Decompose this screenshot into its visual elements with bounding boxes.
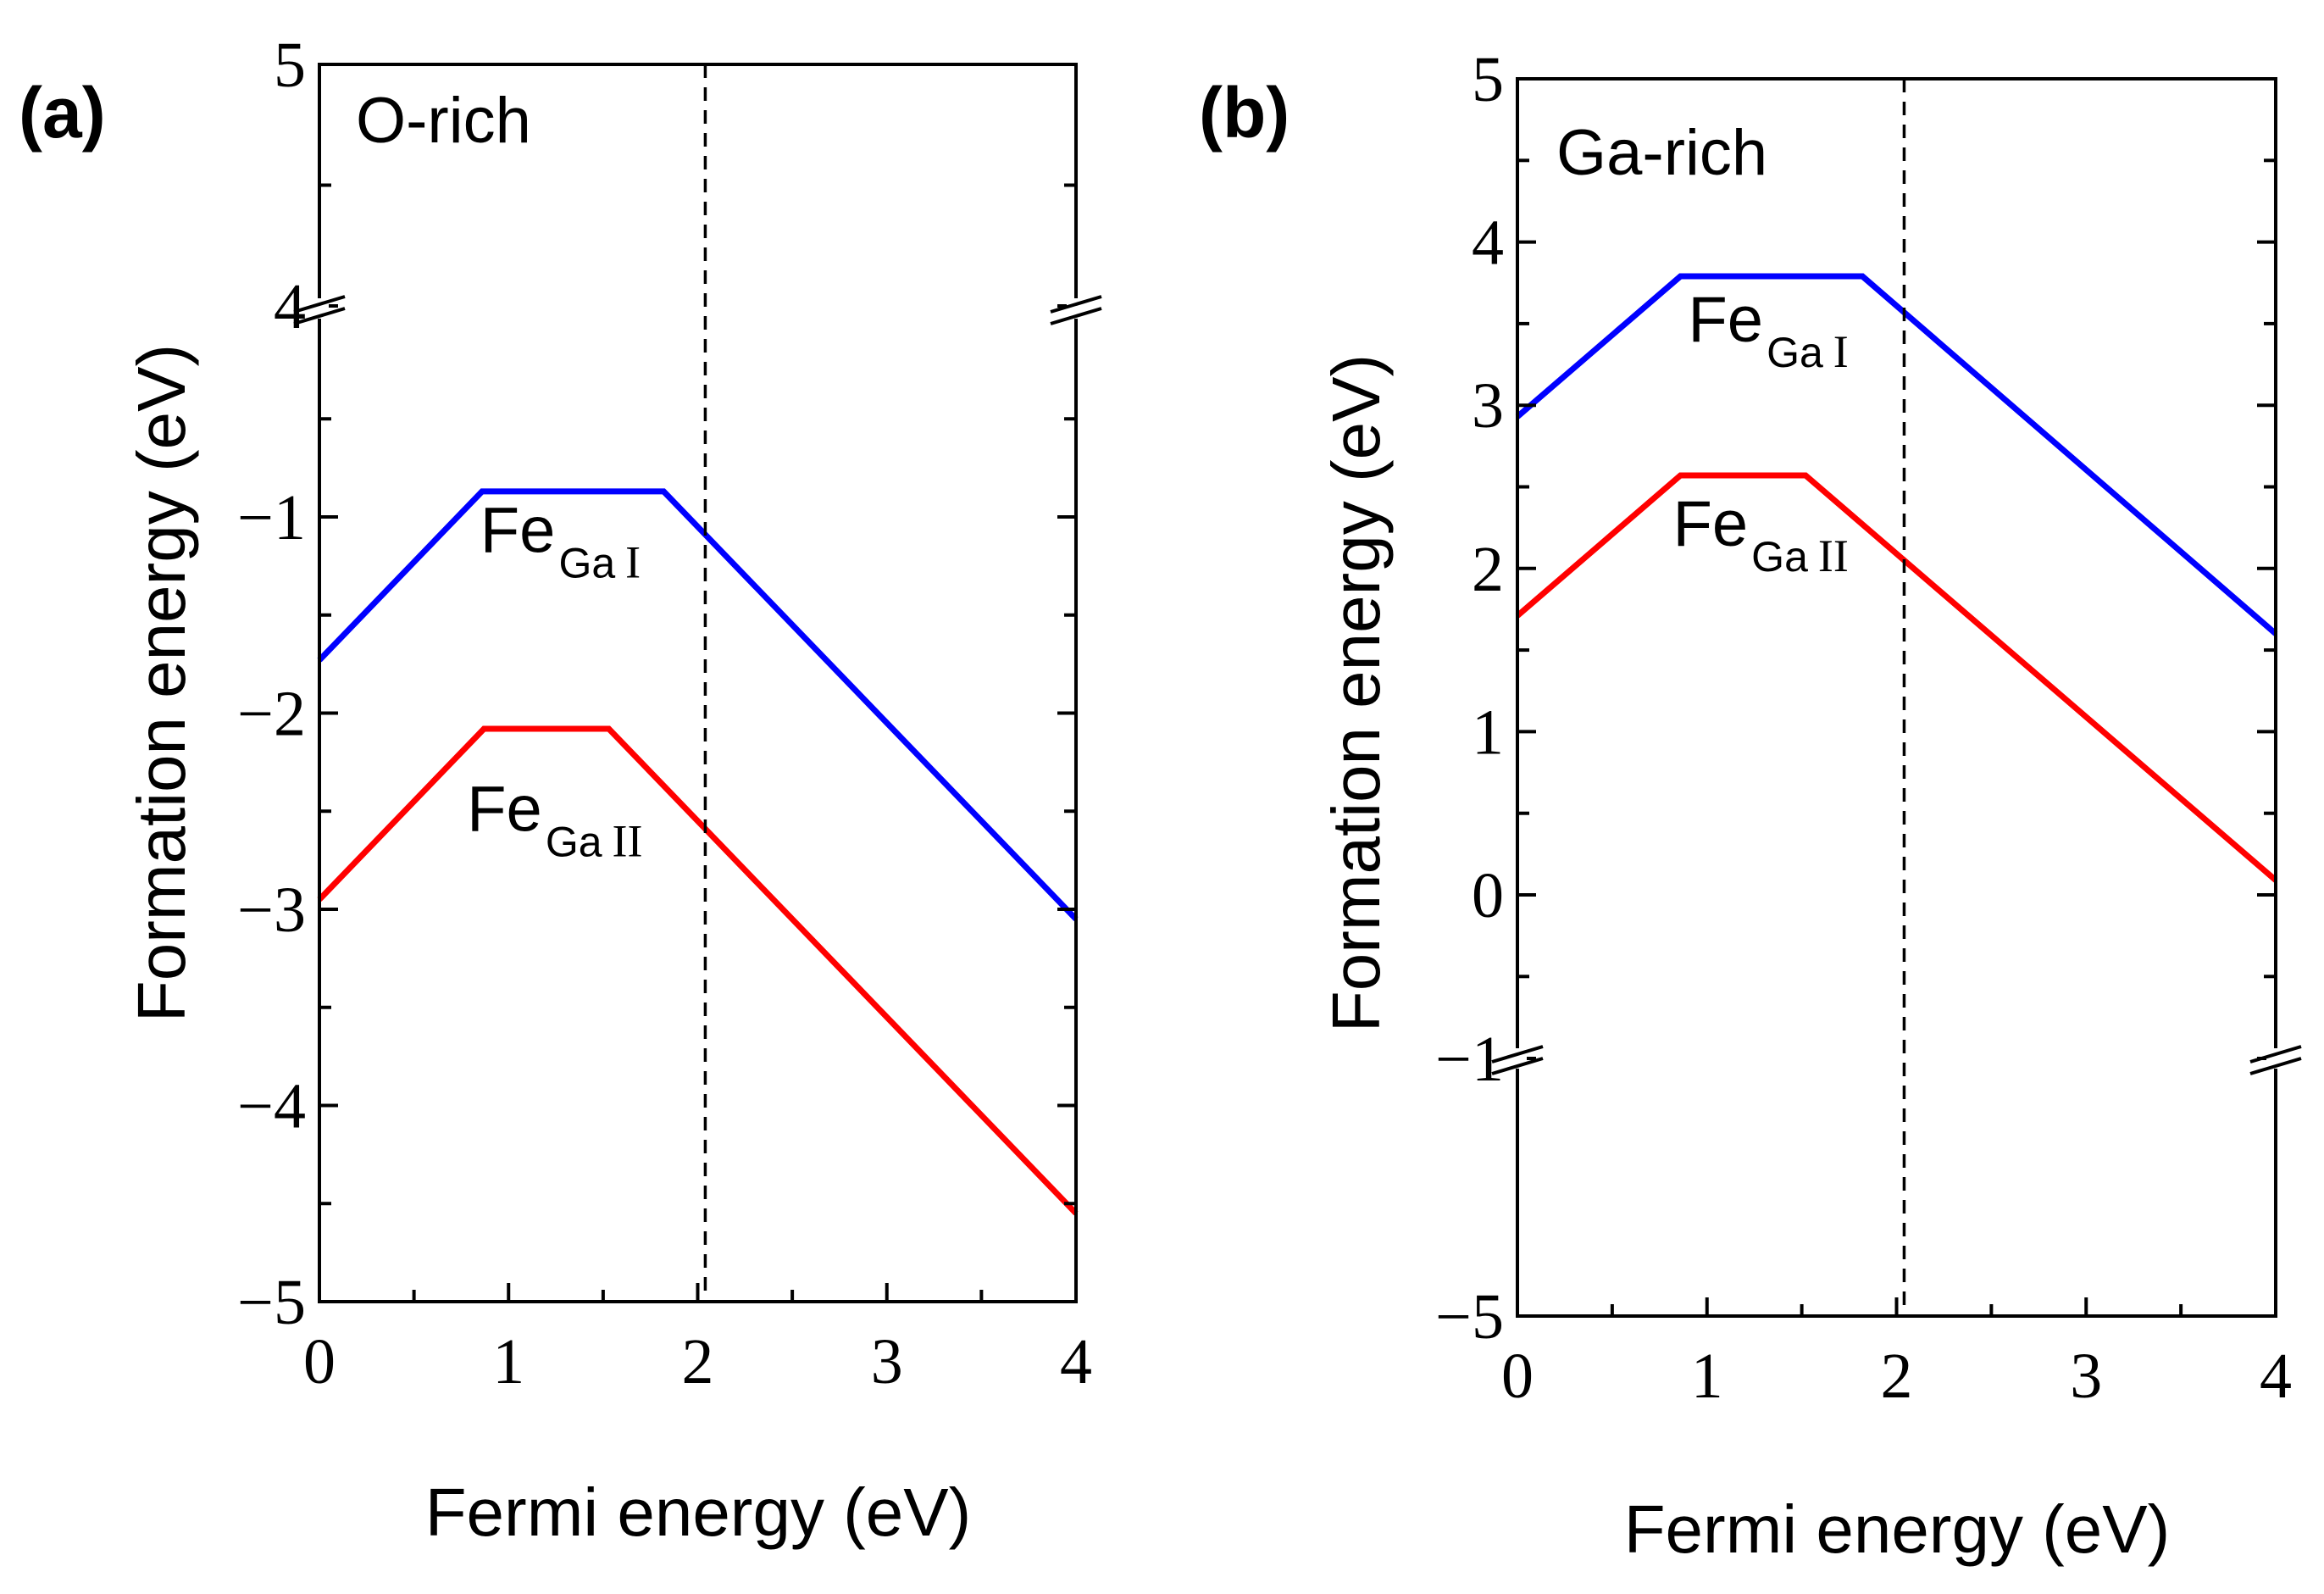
series-label-roman: II [1818, 530, 1849, 581]
axis-break-mark [2249, 1045, 2302, 1064]
plot-frame [318, 63, 1078, 1303]
series-label-roman: I [625, 537, 641, 588]
y-tick-label: 5 [1472, 44, 1504, 115]
series-label-roman: II [613, 815, 643, 866]
panel-label: (a) [19, 73, 106, 153]
y-tick-label: 4 [1472, 208, 1504, 279]
axis-break-mark [2249, 1057, 2302, 1075]
x-tick-label: 0 [1501, 1341, 1534, 1412]
x-tick-label: 4 [2260, 1341, 2292, 1412]
series-label: FeGa I [1688, 284, 1848, 377]
y-tick-label: −2 [237, 679, 306, 750]
y-tick-label: 5 [274, 30, 306, 101]
series-label-subscript: Ga [546, 818, 602, 865]
y-tick-label: 3 [1472, 370, 1504, 442]
series-label-subscript: Ga [1767, 329, 1823, 376]
series-line-fega-2 [317, 725, 1079, 1216]
y-axis-title: Formation energy (eV) [1318, 354, 1394, 1032]
y-tick-label: −3 [237, 875, 306, 946]
axis-break-mark [293, 295, 346, 314]
series-label-main: Fe [1688, 284, 1763, 356]
x-tick-label: 3 [871, 1326, 903, 1397]
series-label: FeGa II [467, 773, 642, 866]
y-tick-label: −1 [1435, 1024, 1504, 1095]
x-axis-title: Fermi energy (eV) [1624, 1491, 2171, 1567]
series-label-subscript: Ga [1751, 533, 1808, 580]
y-tick-label: −5 [1435, 1281, 1504, 1352]
series-line-fega-1 [1515, 273, 2278, 636]
x-tick-label: 0 [303, 1326, 336, 1397]
condition-label: O-rich [356, 85, 531, 157]
axis-break-mark [1491, 1057, 1544, 1075]
y-tick-label: −1 [237, 482, 306, 553]
axis-break-mark [1050, 295, 1102, 314]
panel-label: (b) [1199, 73, 1290, 153]
y-tick-label: 2 [1472, 534, 1504, 605]
x-tick-label: 4 [1060, 1326, 1092, 1397]
axis-break-mark [1491, 1045, 1544, 1064]
y-tick-label: 0 [1472, 860, 1504, 931]
x-tick-label: 1 [1691, 1341, 1723, 1412]
y-axis-title: Formation energy (eV) [124, 344, 199, 1022]
x-tick-label: 2 [682, 1326, 714, 1397]
series-label: FeGa II [1672, 488, 1848, 581]
series-label-main: Fe [467, 773, 542, 845]
axis-break-mark [1050, 307, 1102, 325]
condition-label: Ga-rich [1556, 117, 1767, 189]
series-label-subscript: Ga [558, 540, 615, 587]
plot-frame [1516, 77, 2277, 1318]
series-label-main: Fe [1672, 488, 1748, 560]
series-line-fega-2 [1515, 472, 2278, 883]
series-label-roman: I [1833, 326, 1849, 377]
y-tick-label: 4 [274, 271, 306, 342]
x-tick-label: 2 [1881, 1341, 1913, 1412]
y-tick-label: −4 [237, 1071, 306, 1142]
x-tick-label: 3 [2070, 1341, 2102, 1412]
axis-break-mark [293, 307, 346, 325]
x-tick-label: 1 [492, 1326, 524, 1397]
series-label: FeGa I [480, 495, 641, 588]
series-label-main: Fe [480, 495, 556, 567]
series-line-fega-1 [317, 488, 1079, 922]
y-tick-label: 1 [1472, 697, 1504, 768]
y-tick-label: −5 [237, 1267, 306, 1338]
x-axis-title: Fermi energy (eV) [425, 1475, 972, 1550]
